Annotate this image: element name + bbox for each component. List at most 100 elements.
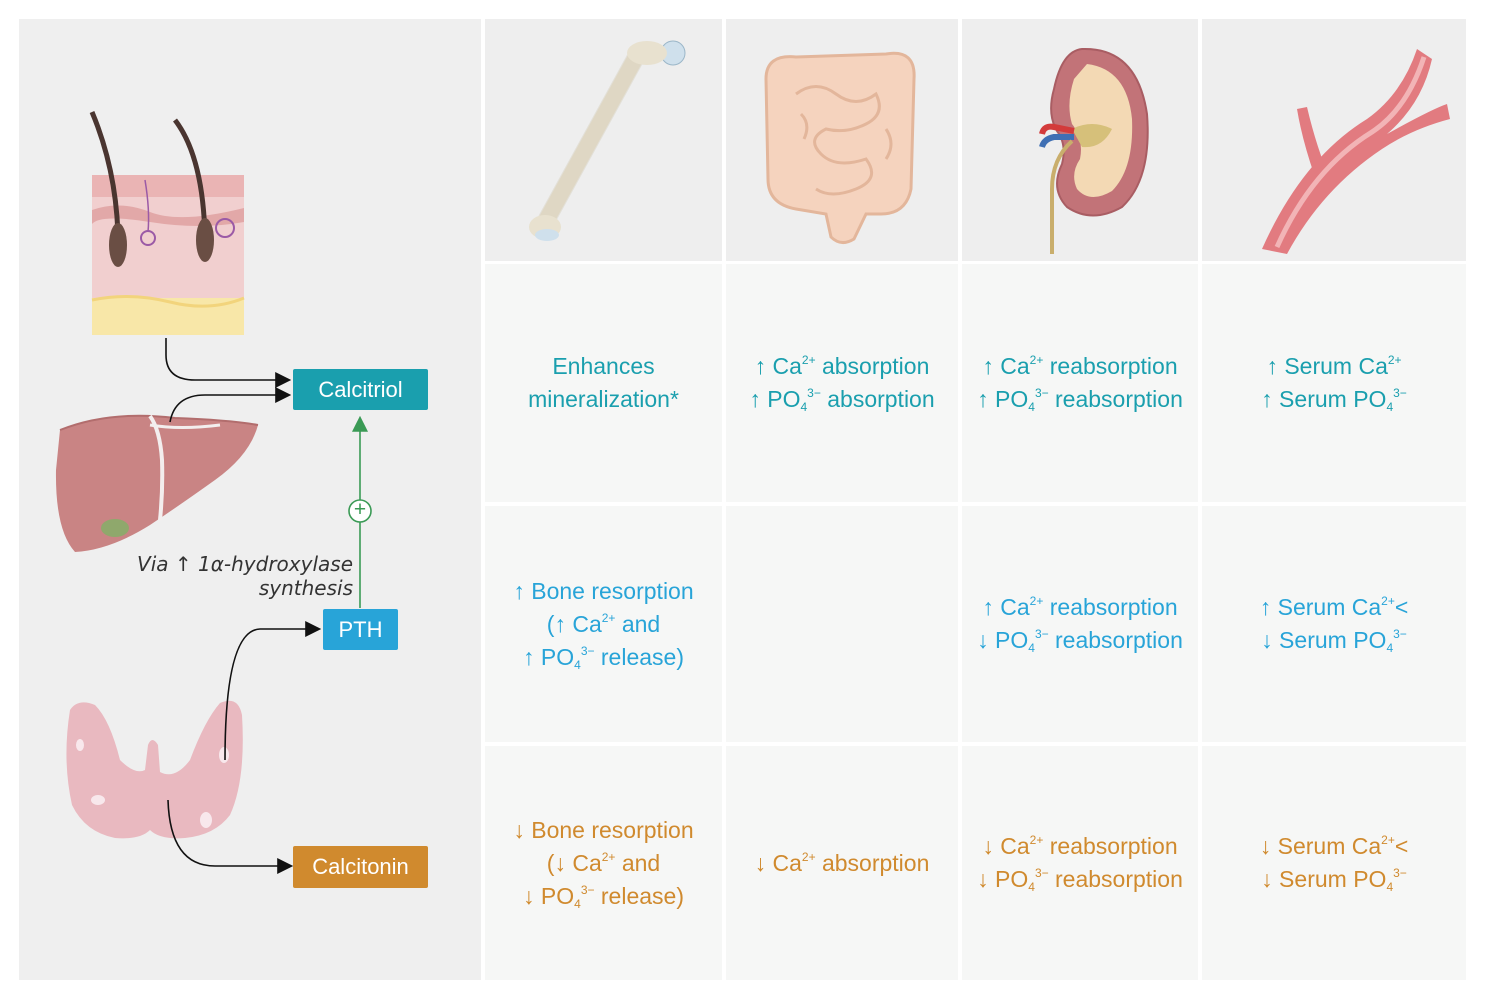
calcitriol-kidney-cell: ↑ Ca2+ reabsorption ↑ PO43− reabsorption [962, 264, 1198, 502]
effect-text: ↑ Ca [754, 353, 802, 379]
superscript: 3− [1393, 627, 1407, 641]
effect-line: (↑ Ca2+ and [547, 608, 660, 641]
calcitriol-bone-cell: Enhances mineralization* [485, 264, 722, 502]
calcitriol-serum-cell: ↑ Serum Ca2+ ↑ Serum PO43− [1202, 264, 1466, 502]
vessel-cell [1202, 19, 1466, 261]
effect-text: ↓ PO [977, 866, 1029, 892]
effect-text: release) [594, 643, 684, 670]
superscript: 3− [580, 882, 595, 897]
skin-to-calcitriol-arrow [165, 338, 292, 388]
intestine-icon [764, 51, 916, 244]
effect-text: (↓ Ca [546, 849, 602, 876]
effect-line: ↓ Ca2+ reabsorption [982, 830, 1177, 863]
effect-text: (↑ Ca [546, 610, 602, 637]
thyroid-icon [66, 700, 243, 839]
calcitriol-box: Calcitriol [293, 369, 428, 410]
effect-text: ↓ Serum Ca [1259, 833, 1382, 859]
intestine-cell [726, 19, 958, 261]
effect-text: reabsorption [1048, 386, 1183, 412]
effect-text: reabsorption [1043, 833, 1178, 859]
effect-line: ↓ PO43− reabsorption [977, 624, 1183, 657]
bone-cell [485, 19, 722, 261]
superscript: 2+ [1029, 594, 1044, 608]
subscript: 4 [1386, 400, 1394, 414]
subscript: 4 [1028, 641, 1035, 655]
effect-text: ↑ Serum Ca [1259, 594, 1382, 620]
kidney-icon [1039, 47, 1149, 254]
superscript: 3− [1034, 386, 1049, 400]
note-line-2: synthesis [258, 576, 353, 600]
liver-to-calcitriol-arrow [169, 387, 292, 423]
superscript: 2+ [1381, 594, 1395, 608]
calcitonin-box: Calcitonin [293, 846, 428, 888]
subscript: 4 [1028, 880, 1035, 894]
calcitonin-serum-cell: ↓ Serum Ca2+< ↓ Serum PO43− [1202, 746, 1466, 980]
subscript: 4 [1386, 641, 1394, 655]
effect-line: ↑ PO43− absorption [749, 383, 934, 416]
effect-line: Enhances [552, 353, 655, 379]
effect-line: ↑ Serum Ca2+ [1266, 350, 1401, 383]
pth-serum-cell: ↑ Serum Ca2+< ↓ Serum PO43− [1202, 506, 1466, 742]
thyroid-to-pth-arrow [224, 621, 322, 761]
effect-text: ↑ PO [749, 386, 801, 412]
blood-vessel-icon [1262, 49, 1450, 254]
superscript: 3− [807, 386, 821, 400]
superscript: 2+ [801, 353, 816, 367]
effect-line: ↓ Ca2+ absorption [755, 847, 930, 880]
effect-text: reabsorption [1043, 353, 1178, 379]
superscript: 3− [1393, 386, 1407, 400]
pth-box: PTH [323, 609, 398, 650]
superscript: 2+ [1381, 833, 1395, 847]
effect-text: < [1394, 833, 1409, 859]
effect-line: mineralization* [528, 386, 679, 412]
effect-line: ↓ Serum Ca2+< [1260, 830, 1409, 863]
effect-text: reabsorption [1048, 866, 1183, 892]
superscript: 2+ [1029, 833, 1044, 847]
superscript: 2+ [801, 849, 816, 864]
subscript: 4 [1028, 400, 1035, 414]
effect-line: (↓ Ca2+ and [547, 847, 660, 880]
calcitonin-kidney-cell: ↓ Ca2+ reabsorption ↓ PO43− reabsorption [962, 746, 1198, 980]
calcitonin-intestine-cell: ↓ Ca2+ absorption [726, 746, 958, 980]
effect-text: ↓ PO [523, 882, 575, 909]
effect-text: ↑ PO [523, 643, 575, 670]
effect-line: ↓ Serum PO43− [1261, 863, 1407, 896]
effect-text: ↓ Serum PO [1261, 627, 1387, 653]
effect-line: ↑ Ca2+ reabsorption [982, 591, 1177, 624]
effect-line: ↑ Serum Ca2+< [1260, 591, 1409, 624]
effect-line: ↑ Bone resorption [513, 577, 694, 604]
effect-line: ↓ PO43− release) [523, 880, 684, 913]
note-line-1: Via ↑ 1α-hydroxylase [137, 552, 353, 576]
subscript: 4 [574, 657, 581, 672]
kidney-cell [962, 19, 1198, 261]
effect-line: ↑ Ca2+ absorption [755, 350, 930, 383]
effect-line: ↓ Bone resorption [513, 816, 694, 843]
effect-text: and [615, 610, 661, 637]
superscript: 2+ [1029, 353, 1044, 367]
effect-text: ↑ Serum PO [1261, 386, 1387, 412]
effect-text: ↑ Serum Ca [1266, 353, 1388, 379]
superscript: 3− [1034, 627, 1049, 641]
calcitonin-bone-cell: ↓ Bone resorption (↓ Ca2+ and ↓ PO43− rele… [485, 746, 722, 980]
effect-text: ↑ PO [977, 386, 1029, 412]
effect-text: reabsorption [1048, 627, 1183, 653]
subscript: 4 [800, 400, 808, 414]
effect-text: < [1394, 594, 1409, 620]
effect-text: absorption [815, 353, 930, 379]
effect-text: ↑ Ca [982, 353, 1030, 379]
calcitriol-intestine-cell: ↑ Ca2+ absorption ↑ PO43− absorption [726, 264, 958, 502]
effect-line: ↑ PO43− release) [523, 641, 684, 674]
superscript: 2+ [601, 849, 616, 864]
plus-symbol: + [353, 498, 367, 521]
pth-intestine-cell [726, 506, 958, 742]
skin-icon [89, 111, 245, 335]
liver-icon [55, 414, 259, 552]
pth-bone-cell: ↑ Bone resorption (↑ Ca2+ and ↑ PO43− rele… [485, 506, 722, 742]
superscript: 2+ [1387, 353, 1402, 367]
hydroxylase-note: Via ↑ 1α-hydroxylase synthesis [120, 552, 353, 600]
effect-text: ↓ Serum PO [1261, 866, 1387, 892]
effect-line: ↑ Ca2+ reabsorption [982, 350, 1177, 383]
effect-text: absorption [815, 849, 930, 876]
subscript: 4 [1386, 880, 1394, 894]
